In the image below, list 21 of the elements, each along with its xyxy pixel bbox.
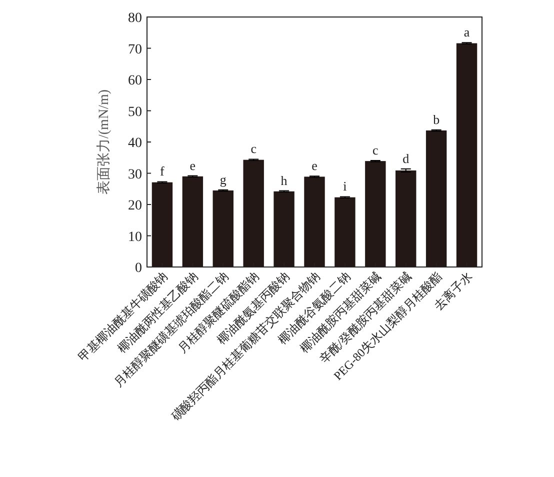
annotation: g	[220, 172, 227, 187]
y-axis-title: 表面张力/(mN/m)	[96, 89, 112, 194]
y-tick-label: 80	[128, 11, 142, 26]
y-tick-label: 60	[128, 74, 142, 88]
y-tick-label: 10	[128, 230, 142, 245]
annotation: h	[280, 172, 288, 188]
y-tick-label: 30	[128, 167, 142, 182]
annotation: c	[372, 142, 379, 158]
annotation: e	[190, 158, 196, 173]
y-tick-label: 0	[135, 261, 142, 276]
annotation: e	[312, 158, 318, 174]
y-tick-label: 40	[128, 136, 142, 151]
annotation: b	[433, 112, 440, 127]
annotation: a	[464, 24, 470, 40]
annotation: i	[343, 178, 348, 194]
annotation: f	[160, 164, 166, 179]
y-tick-label: 50	[128, 104, 142, 120]
annotation: d	[402, 150, 410, 166]
y-tick-label: 20	[128, 198, 142, 214]
annotation: c	[250, 141, 257, 156]
y-tick-label: 70	[128, 42, 142, 58]
